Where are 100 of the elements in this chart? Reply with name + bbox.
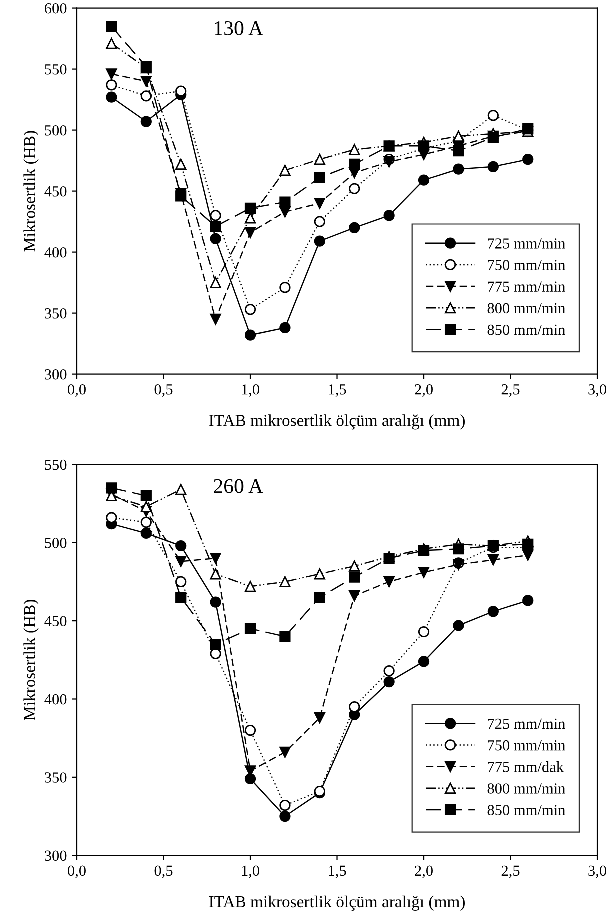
x-tick-label: 2,0 <box>415 866 433 878</box>
legend-label: 775 mm/min <box>488 282 566 292</box>
point <box>176 190 187 202</box>
point <box>140 501 152 512</box>
point <box>488 606 499 618</box>
point <box>106 482 118 494</box>
point <box>140 76 152 88</box>
point <box>522 154 534 166</box>
point <box>522 595 534 606</box>
x-tick-label: 1,0 <box>242 866 260 878</box>
y-tick-label: 500 <box>45 538 67 548</box>
y-axis-title: Mikrosertlik (HB) <box>24 131 39 252</box>
x-tick-label: 3,0 <box>588 384 606 398</box>
x-tick-label: 0,0 <box>68 384 86 398</box>
point <box>280 746 291 758</box>
point <box>244 330 256 341</box>
point <box>418 567 430 578</box>
legend-label: 800 mm/min <box>488 303 566 314</box>
point <box>106 38 118 50</box>
point <box>314 198 326 210</box>
legend-label: 850 mm/min <box>488 805 566 816</box>
point <box>314 592 326 604</box>
point <box>244 227 256 238</box>
point <box>418 174 430 186</box>
y-tick-label: 350 <box>45 772 67 783</box>
legend-label: 800 mm/min <box>488 784 566 794</box>
point <box>314 154 326 166</box>
point <box>244 304 256 316</box>
y-tick-label: 400 <box>44 247 67 258</box>
point <box>176 158 187 170</box>
point <box>280 322 291 334</box>
point <box>280 196 291 208</box>
legend-label: 725 mm/min <box>488 238 566 249</box>
point <box>349 158 360 170</box>
point <box>106 80 118 91</box>
point <box>106 92 118 103</box>
point <box>522 538 534 550</box>
point <box>280 810 291 822</box>
point <box>488 554 499 566</box>
y-tick-label: 550 <box>45 460 67 470</box>
point <box>106 21 118 32</box>
y-tick-label: 450 <box>44 616 67 627</box>
point <box>244 773 256 785</box>
point <box>280 282 291 294</box>
point <box>244 724 256 736</box>
point <box>140 528 152 540</box>
point <box>453 620 464 632</box>
x-tick-label: 2,5 <box>502 866 520 878</box>
point <box>210 233 222 244</box>
x-tick-label: 1,0 <box>242 384 260 398</box>
y-tick-label: 600 <box>45 3 67 14</box>
point <box>176 540 187 552</box>
point <box>140 516 152 528</box>
legend-label: 750 mm/min <box>488 260 566 270</box>
point <box>384 576 395 588</box>
point <box>210 277 222 288</box>
point <box>244 581 256 592</box>
point <box>314 216 326 228</box>
point <box>176 556 187 568</box>
x-tick-label: 1,5 <box>329 866 346 878</box>
point <box>418 545 430 556</box>
point <box>140 116 152 128</box>
x-tick-label: 2,5 <box>502 384 520 398</box>
y-tick-label: 400 <box>44 694 67 705</box>
text: 260 A <box>214 479 264 494</box>
point <box>453 544 464 555</box>
y-tick-label: 300 <box>45 850 67 862</box>
point <box>176 576 187 588</box>
y-tick-label: 550 <box>45 64 67 75</box>
point <box>140 90 152 102</box>
point <box>349 144 360 156</box>
point <box>210 314 222 325</box>
point <box>176 592 187 604</box>
point <box>244 623 256 634</box>
point <box>349 222 360 234</box>
point <box>210 221 222 232</box>
x-tick-label: 0,5 <box>154 866 173 878</box>
legend-label: 850 mm/min <box>488 324 566 336</box>
point <box>106 68 118 80</box>
x-tick-label: 2,0 <box>415 384 433 398</box>
point <box>106 512 118 524</box>
x-tick-label: 3,0 <box>588 866 606 878</box>
point <box>522 550 534 561</box>
point <box>384 676 395 688</box>
point <box>280 631 291 642</box>
point <box>210 210 222 222</box>
y-tick-label: 500 <box>45 125 67 136</box>
point <box>384 666 395 677</box>
x-axis-title: ITAB mikrosertlik ölçüm aralığı (mm) <box>209 414 465 430</box>
point <box>244 212 256 224</box>
point <box>280 800 291 812</box>
point <box>314 172 326 184</box>
legend-label: 750 mm/min <box>488 740 566 751</box>
point <box>314 568 326 580</box>
x-tick-label: 0,0 <box>68 866 86 878</box>
point <box>210 552 222 564</box>
point <box>349 560 360 572</box>
point <box>210 638 222 650</box>
point <box>453 164 464 175</box>
point <box>384 210 395 222</box>
